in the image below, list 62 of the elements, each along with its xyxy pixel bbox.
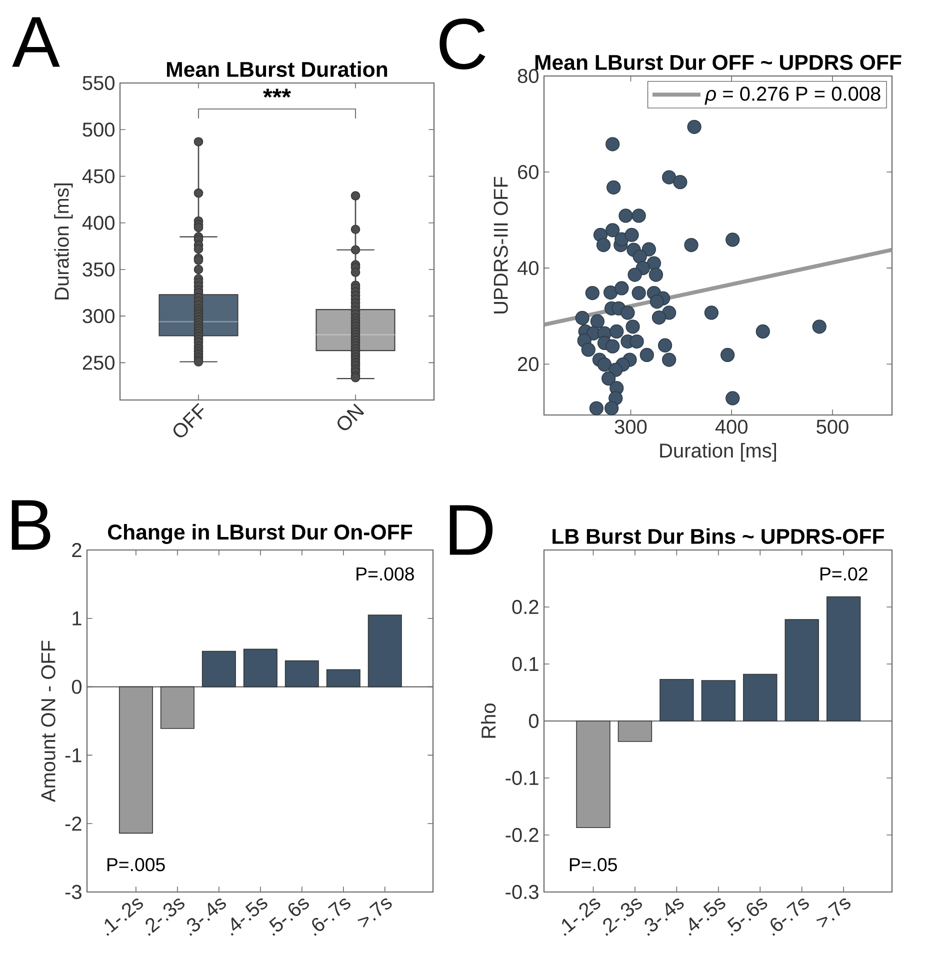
legend-label: ρ = 0.276 P = 0.008: [704, 86, 880, 105]
y-tick-label: 500: [82, 122, 114, 137]
y-tick-label: 0.1: [512, 656, 538, 672]
y-tick-label: -0.1: [506, 770, 538, 786]
annotation: ***: [263, 88, 291, 98]
bar: [368, 614, 402, 688]
y-tick-label: 40: [518, 260, 538, 276]
bar: [118, 686, 153, 834]
y-tick-label: 450: [82, 169, 114, 184]
text: D: [450, 505, 493, 555]
bar: [326, 669, 360, 688]
y-tick-label: -3: [65, 884, 82, 900]
chart-title: Mean LBurst Dur OFF ~ UPDRS OFF: [535, 54, 902, 70]
annotation: P=.008: [356, 567, 414, 581]
bar: [743, 674, 778, 722]
y-tick-label: 2: [72, 543, 82, 557]
annotation: P=.02: [820, 567, 868, 581]
y-axis-title: UPDRS-III OFF: [494, 176, 508, 314]
bar: [243, 648, 278, 688]
y-tick-label: 550: [82, 76, 114, 90]
x-tick-label: >.7s: [357, 898, 392, 928]
y-tick-label: 80: [518, 68, 538, 84]
x-tick-label: 500: [816, 420, 848, 434]
chart-title: Mean LBurst Duration: [167, 61, 388, 77]
y-tick-label: -0.3: [506, 884, 538, 900]
x-tick-label: 300: [614, 420, 647, 434]
annotation: P=.005: [107, 858, 165, 872]
x-tick-label: 400: [715, 420, 748, 434]
text: A: [12, 17, 60, 67]
y-tick-label: 20: [518, 357, 538, 372]
y-axis-title: Rho: [480, 704, 496, 738]
y-tick-label: 250: [82, 356, 114, 370]
x-axis-title: Duration [ms]: [660, 443, 776, 462]
bar: [576, 720, 610, 828]
y-tick-label: 0.2: [512, 600, 538, 614]
text: C: [440, 18, 486, 70]
y-tick-label: 60: [518, 164, 538, 180]
y-tick-label: -2: [65, 816, 82, 831]
y-tick-label: 400: [82, 216, 114, 230]
y-tick-label: 1: [72, 612, 82, 626]
y-tick-label: 350: [82, 262, 114, 277]
chart-title: Change in LBurst Dur On-OFF: [108, 524, 412, 544]
y-tick-label: -1: [65, 748, 82, 762]
x-tick-label: >.7s: [816, 898, 850, 928]
y-tick-label: 300: [82, 309, 114, 324]
bar: [660, 678, 694, 722]
y-axis-title: Duration [ms]: [54, 184, 73, 300]
y-tick-label: 0: [528, 714, 538, 728]
bar: [160, 686, 194, 729]
text: B: [12, 500, 50, 550]
bar: [618, 720, 652, 742]
y-tick-label: -0.2: [506, 828, 538, 842]
bar: [784, 619, 819, 722]
bar: [701, 680, 736, 722]
x-tick-label: ON: [338, 404, 364, 430]
y-axis-title: Amount ON - OFF: [41, 640, 56, 802]
bar: [826, 596, 861, 722]
chart-title: LB Burst Dur Bins ~ UPDRS-OFF: [552, 528, 884, 544]
y-tick-label: 0: [72, 680, 82, 694]
annotation: P=.05: [570, 858, 617, 872]
bar: [284, 660, 319, 688]
bar: [202, 650, 236, 688]
